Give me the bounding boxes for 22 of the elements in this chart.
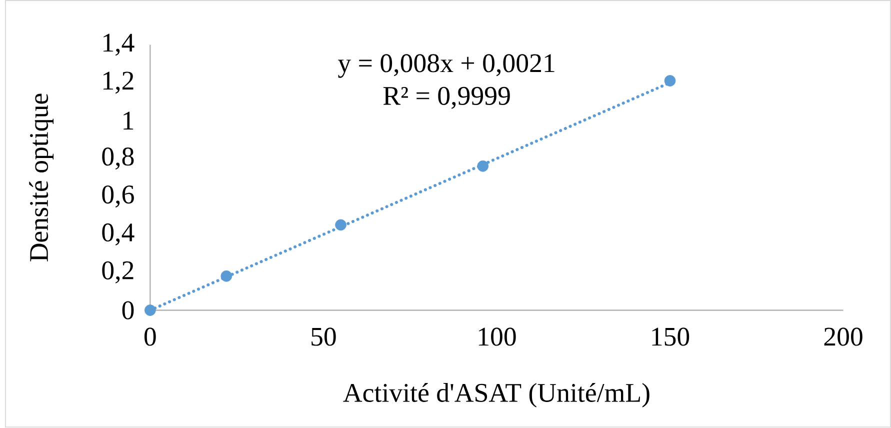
annotation: y = 0,008x + 0,0021: [338, 54, 554, 78]
y-tick-label: 0,8: [102, 148, 134, 170]
y-tick-label: 0,4: [102, 224, 134, 246]
x-axis-title: Activité d'ASAT (Unité/mL): [343, 383, 650, 408]
x-tick-label: 150: [652, 328, 690, 346]
x-tick-label: 50: [312, 328, 336, 346]
annotation: R² = 0,9999: [383, 87, 510, 110]
x-tick-label: 200: [824, 328, 862, 346]
y-tick-label: 1: [124, 112, 134, 130]
x-tick-label: 100: [478, 328, 516, 346]
y-tick-label: 1,2: [104, 72, 134, 94]
y-tick-label: 0: [122, 301, 134, 320]
x-tick-label: 0: [144, 328, 156, 346]
point: [664, 75, 676, 87]
point: [144, 304, 156, 316]
y-tick-label: 0,2: [102, 262, 134, 284]
point: [220, 270, 232, 282]
y-tick-label: 0,6: [102, 186, 134, 208]
y-axis-title: Densité optique: [29, 94, 54, 262]
point: [477, 160, 489, 172]
point: [335, 219, 346, 231]
y-tick-label: 1,4: [104, 34, 134, 56]
